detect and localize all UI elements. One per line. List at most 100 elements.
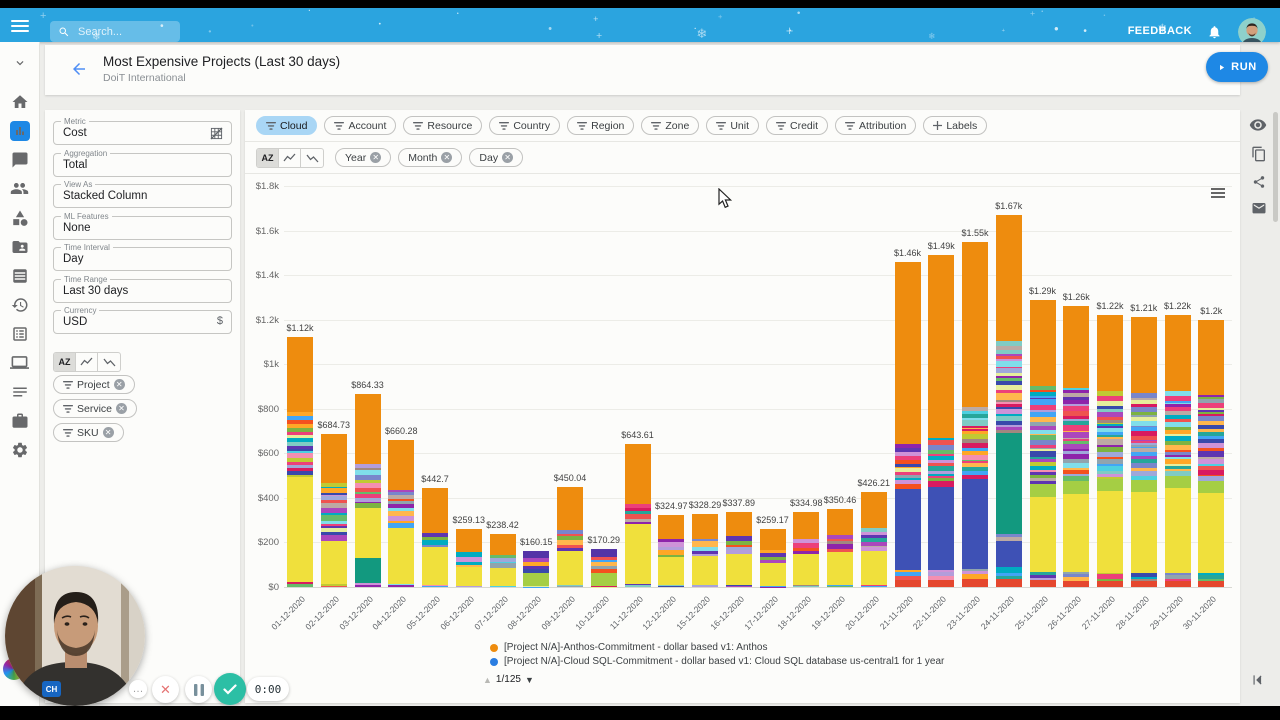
preview-eye-icon[interactable]	[1249, 118, 1267, 137]
nav-briefcase-icon[interactable]	[0, 406, 40, 435]
legend-page-down-icon[interactable]: ▼	[524, 674, 534, 685]
field-time-range[interactable]: Time Range Last 30 days	[53, 274, 232, 303]
filter-chip-country[interactable]: Country	[489, 116, 561, 135]
field-view-as[interactable]: View As Stacked Column	[53, 180, 232, 208]
nav-laptop-icon[interactable]	[0, 348, 40, 377]
sort-alpha-toggle[interactable]: AZ	[54, 353, 76, 371]
dimension-chip-service[interactable]: Service ✕	[53, 399, 138, 418]
chip-remove-icon[interactable]: ✕	[370, 152, 382, 163]
recorder-finish-button[interactable]	[214, 673, 246, 705]
dimension-chip-project[interactable]: Project ✕	[53, 375, 135, 394]
sort-asc-toggle[interactable]	[76, 353, 98, 371]
nav-notes-icon[interactable]	[0, 377, 40, 406]
field-metric[interactable]: Metric Cost	[53, 117, 232, 145]
bar-segment	[1063, 441, 1090, 445]
chip-remove-icon[interactable]: ✕	[102, 427, 114, 438]
duplicate-icon[interactable]	[1251, 146, 1267, 167]
legend-item[interactable]: [Project N/A]-Anthos-Commitment - dollar…	[490, 642, 944, 653]
filter-chip-region[interactable]: Region	[567, 116, 635, 135]
chip-remove-icon[interactable]: ✕	[502, 152, 514, 163]
filter-chip-credit[interactable]: Credit	[766, 116, 829, 135]
nav-settings-gear-icon[interactable]	[0, 435, 40, 464]
feedback-button[interactable]: FEEDBACK	[1127, 25, 1192, 37]
nav-analytics-icon[interactable]	[0, 116, 40, 145]
stacked-bar-01-12-2020[interactable]	[287, 337, 313, 587]
search-input[interactable]: Search...	[50, 21, 180, 42]
stacked-bar-30-11-2020[interactable]	[1198, 319, 1225, 587]
group-sort-alpha-toggle[interactable]: AZ	[257, 148, 279, 167]
chip-remove-icon[interactable]: ✕	[113, 379, 125, 390]
stacked-bar-04-12-2020[interactable]	[388, 439, 415, 587]
stacked-bar-27-11-2020[interactable]	[1097, 315, 1123, 587]
legend-page-up-icon[interactable]: ▲	[483, 674, 492, 685]
stacked-bar-10-12-2020[interactable]	[590, 549, 617, 587]
nav-folder-shared-icon[interactable]	[0, 232, 40, 261]
group-chip-year[interactable]: Year ✕	[335, 148, 392, 167]
menu-icon[interactable]	[11, 20, 29, 32]
nav-collapse-chevron-icon[interactable]	[0, 48, 40, 77]
nav-history-icon[interactable]	[0, 290, 40, 319]
group-sort-asc-toggle[interactable]	[279, 148, 301, 167]
share-icon[interactable]	[1252, 174, 1266, 195]
stacked-bar-23-11-2020[interactable]	[962, 241, 988, 587]
add-chip-labels[interactable]: Labels	[923, 116, 988, 135]
dimension-chip-sku[interactable]: SKU ✕	[53, 423, 124, 442]
sort-desc-toggle[interactable]	[98, 353, 120, 371]
stacked-bar-21-11-2020[interactable]	[894, 261, 921, 587]
collapse-panel-icon[interactable]	[1250, 673, 1264, 692]
email-icon[interactable]	[1251, 203, 1267, 221]
field-aggregation[interactable]: Aggregation Total	[53, 148, 232, 177]
filter-chip-zone[interactable]: Zone	[641, 116, 700, 135]
run-button[interactable]: RUN	[1206, 52, 1268, 82]
nav-chat-icon[interactable]	[0, 145, 40, 174]
field-time-interval[interactable]: Time Interval Day	[53, 243, 232, 271]
recorder-cancel-button[interactable]: ✕	[152, 676, 179, 703]
field-currency[interactable]: Currency USD $	[53, 306, 232, 334]
stacked-bar-17-12-2020[interactable]	[759, 529, 786, 587]
group-sort-desc-toggle[interactable]	[301, 149, 323, 167]
scrollbar[interactable]	[1273, 112, 1278, 222]
stacked-bar-11-12-2020[interactable]	[624, 443, 651, 587]
recorder-more-button[interactable]: …	[129, 680, 147, 698]
stacked-bar-29-11-2020[interactable]	[1164, 315, 1191, 587]
back-button[interactable]	[67, 58, 91, 82]
legend-item[interactable]: [Project N/A]-Cloud SQL-Commitment - dol…	[490, 656, 944, 667]
user-avatar[interactable]	[1238, 18, 1266, 42]
nav-invoices-icon[interactable]	[0, 319, 40, 348]
stacked-bar-08-12-2020[interactable]	[523, 551, 550, 587]
stacked-bar-05-12-2020[interactable]	[422, 488, 448, 587]
nav-home-icon[interactable]	[0, 87, 40, 116]
stacked-bar-07-12-2020[interactable]	[489, 533, 516, 587]
filter-chip-account[interactable]: Account	[324, 116, 397, 135]
nav-users-icon[interactable]	[0, 174, 40, 203]
filter-chip-unit[interactable]: Unit	[706, 116, 760, 135]
nav-reports-icon[interactable]	[0, 261, 40, 290]
stacked-bar-20-12-2020[interactable]	[860, 492, 887, 587]
stacked-bar-24-11-2020[interactable]	[995, 214, 1022, 587]
stacked-bar-02-12-2020[interactable]	[320, 434, 347, 587]
filter-chip-resource[interactable]: Resource	[403, 116, 483, 135]
stacked-bar-16-12-2020[interactable]	[725, 511, 752, 587]
stacked-bar-19-12-2020[interactable]	[827, 508, 853, 587]
filter-chip-cloud[interactable]: Cloud	[256, 116, 318, 135]
chip-remove-icon[interactable]: ✕	[441, 152, 453, 163]
notifications-bell-icon[interactable]	[1207, 24, 1222, 42]
filter-chip-attribution[interactable]: Attribution	[835, 116, 917, 135]
stacked-bar-28-11-2020[interactable]	[1130, 317, 1157, 587]
group-chip-day[interactable]: Day ✕	[469, 148, 524, 167]
stacked-bar-18-12-2020[interactable]	[793, 512, 820, 587]
nav-assets-icon[interactable]	[0, 203, 40, 232]
recorder-pause-button[interactable]	[185, 676, 212, 703]
group-chip-month[interactable]: Month ✕	[398, 148, 463, 167]
stacked-bar-09-12-2020[interactable]	[557, 486, 583, 587]
stacked-bar-03-12-2020[interactable]	[354, 394, 381, 587]
chart-context-menu-icon[interactable]	[1211, 188, 1225, 200]
stacked-bar-25-11-2020[interactable]	[1029, 299, 1056, 587]
stacked-bar-06-12-2020[interactable]	[455, 529, 482, 587]
stacked-bar-26-11-2020[interactable]	[1063, 306, 1090, 587]
field-ml-features[interactable]: ML Features None	[53, 211, 232, 240]
stacked-bar-22-11-2020[interactable]	[928, 255, 955, 587]
stacked-bar-15-12-2020[interactable]	[692, 513, 718, 587]
stacked-bar-12-12-2020[interactable]	[658, 514, 685, 587]
chip-remove-icon[interactable]: ✕	[116, 403, 128, 414]
